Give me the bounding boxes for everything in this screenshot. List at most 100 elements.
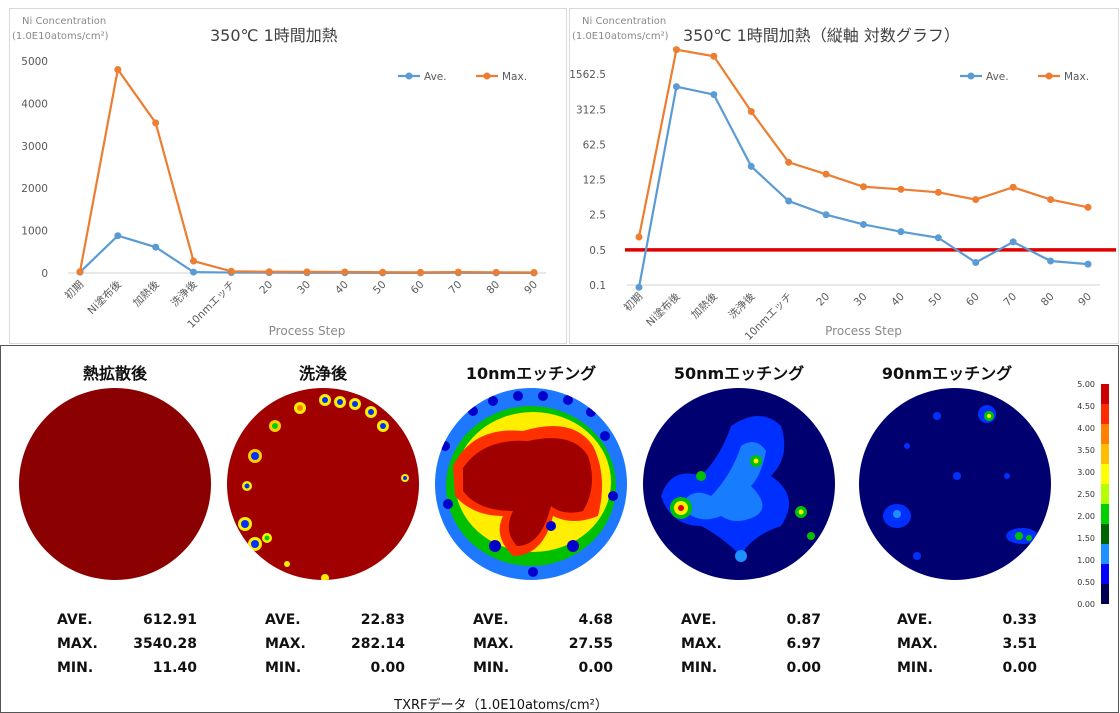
- ave-value: 612.91: [143, 608, 197, 632]
- series-line-ave: [80, 236, 534, 273]
- y-tick-label: 62.5: [583, 139, 606, 151]
- color-scale-swatch: [1101, 484, 1109, 504]
- map-stats-1: AVE. 612.91 MAX. 3540.28 MIN. 11.40: [57, 608, 197, 680]
- data-point: [417, 269, 424, 276]
- y-tick-label: 3000: [21, 141, 48, 153]
- data-point: [1047, 196, 1054, 203]
- min-value: 0.00: [370, 656, 405, 680]
- linear-chart-panel: Ni Concentration (1.0E10atoms/cm²) 350℃ 1時…: [9, 8, 567, 344]
- data-point: [972, 196, 979, 203]
- ave-value: 0.87: [786, 608, 821, 632]
- data-point: [190, 269, 197, 276]
- color-scale-tick: 1.50: [1077, 534, 1095, 543]
- x-axis-label: Process Step: [269, 324, 346, 338]
- color-scale-swatch: [1101, 404, 1109, 424]
- max-value: 6.97: [786, 632, 821, 656]
- color-scale-tick: 4.50: [1077, 402, 1095, 411]
- data-point: [341, 268, 348, 275]
- y-tick-label: 4000: [21, 98, 48, 110]
- ave-value: 4.68: [578, 608, 613, 632]
- data-point: [1010, 184, 1017, 191]
- y-axis-label-unit: (1.0E10atoms/cm²): [12, 31, 109, 42]
- y-tick-label: 12.5: [583, 175, 606, 187]
- x-tick-label: 60: [964, 291, 982, 309]
- color-scale-swatch: [1101, 504, 1109, 524]
- map-title-1: 熱拡散後: [15, 360, 215, 384]
- data-point: [1047, 258, 1054, 265]
- wafer-map-3: [433, 386, 629, 582]
- x-tick-label: 90: [522, 279, 540, 297]
- x-tick-label: 加熱後: [688, 290, 720, 322]
- data-point: [266, 268, 273, 275]
- ave-label: AVE.: [57, 608, 93, 632]
- x-tick-label: 加熱後: [130, 278, 162, 310]
- color-scale-tick: 3.00: [1077, 468, 1095, 477]
- x-tick-label: 60: [409, 279, 427, 297]
- max-label: MAX.: [681, 632, 722, 656]
- data-point: [823, 211, 830, 218]
- data-point: [673, 46, 680, 53]
- log-chart-panel: Ni Concentration (1.0E10atoms/cm²) 350℃ 1時…: [569, 8, 1119, 344]
- data-point: [455, 269, 462, 276]
- x-tick-label: 初期: [62, 278, 86, 302]
- txrf-maps-panel: 熱拡散後 AVE. 612.91 MAX. 3540.28 MIN. 11.40 洗浄…: [0, 345, 1119, 713]
- chart-title: 350℃ 1時間加熱（縦軸 対数グラフ）: [683, 26, 960, 45]
- color-scale-tick: 4.00: [1077, 424, 1095, 433]
- legend-marker: [484, 73, 491, 80]
- max-label: MAX.: [265, 632, 306, 656]
- max-value: 282.14: [351, 632, 405, 656]
- x-tick-label: 50: [927, 291, 945, 309]
- data-point: [673, 83, 680, 90]
- color-scale-tick: 1.00: [1077, 556, 1095, 565]
- min-label: MIN.: [473, 656, 509, 680]
- data-point: [860, 183, 867, 190]
- map-title-3: 10nmエッチング: [431, 360, 631, 384]
- data-point: [636, 284, 643, 291]
- ave-label: AVE.: [897, 608, 933, 632]
- min-value: 0.00: [578, 656, 613, 680]
- x-tick-label: 90: [1076, 291, 1094, 309]
- ave-label: AVE.: [681, 608, 717, 632]
- chart-title: 350℃ 1時間加熱: [210, 26, 338, 45]
- data-point: [860, 221, 867, 228]
- color-scale-swatch: [1101, 384, 1109, 404]
- x-tick-label: 30: [295, 279, 313, 297]
- map-title-4: 50nmエッチング: [639, 360, 839, 384]
- y-tick-label: 1000: [21, 226, 48, 238]
- data-point: [531, 269, 538, 276]
- max-label: MAX.: [57, 632, 98, 656]
- x-tick-label: 初期: [621, 290, 645, 314]
- x-tick-label: 40: [889, 291, 907, 309]
- data-point: [1010, 238, 1017, 245]
- y-tick-label: 312.5: [576, 104, 606, 116]
- color-scale-legend: 5.00 4.50 4.00 3.50 3.00 2.50 2.00 1.50 1.00 0.50…: [1071, 378, 1115, 618]
- max-value: 3540.28: [133, 632, 197, 656]
- data-point: [152, 244, 159, 251]
- color-scale-swatch: [1101, 464, 1109, 484]
- ave-label: AVE.: [265, 608, 301, 632]
- x-tick-label: Ni塗布後: [85, 278, 124, 317]
- color-scale-tick: 2.50: [1077, 490, 1095, 499]
- x-tick-label: 20: [814, 291, 832, 309]
- wafer-map-1: [17, 386, 213, 582]
- color-scale-swatch: [1101, 564, 1109, 584]
- data-point: [1085, 261, 1092, 268]
- y-tick-label: 0.5: [589, 245, 606, 257]
- x-tick-label: 30: [852, 291, 870, 309]
- data-point: [379, 269, 386, 276]
- wafer-map-5: [857, 386, 1053, 582]
- data-point: [785, 198, 792, 205]
- min-label: MIN.: [57, 656, 93, 680]
- y-axis-label: Ni Concentration: [22, 16, 106, 27]
- y-axis-label-unit: (1.0E10atoms/cm²): [572, 31, 669, 42]
- color-scale-swatch: [1101, 444, 1109, 464]
- y-tick-label: 2000: [21, 183, 48, 195]
- data-point: [228, 268, 235, 275]
- data-point: [785, 159, 792, 166]
- legend-marker: [406, 73, 413, 80]
- legend-label: Max.: [502, 71, 527, 83]
- x-axis-label: Process Step: [825, 324, 902, 338]
- data-point: [935, 234, 942, 241]
- data-point: [493, 269, 500, 276]
- y-tick-label: 2.5: [589, 210, 606, 222]
